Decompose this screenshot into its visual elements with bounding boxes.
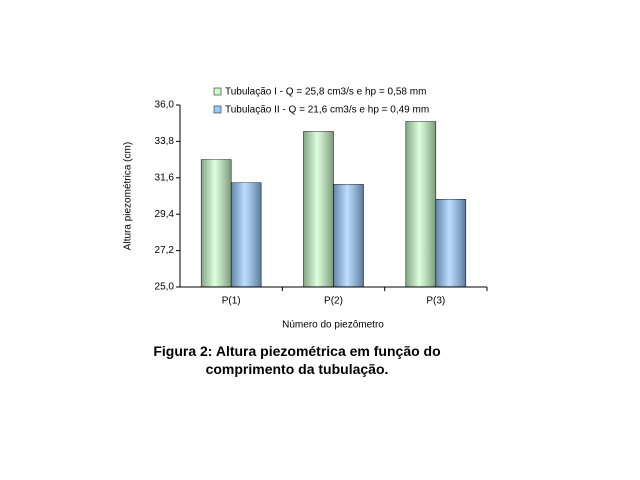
bar-shade xyxy=(303,131,334,287)
x-tick-label: P(1) xyxy=(222,296,241,307)
y-axis-label: Altura piezométrica (cm) xyxy=(123,142,134,250)
y-tick-label: 31,6 xyxy=(155,172,175,183)
legend-swatch xyxy=(213,105,222,114)
y-tick-label: 25,0 xyxy=(155,282,175,293)
y-tick-label: 27,2 xyxy=(155,245,175,256)
bar-shade xyxy=(435,199,466,287)
legend-label: Tubulação I - Q = 25,8 cm3/s e hp = 0,58… xyxy=(225,87,426,98)
x-axis-label: Número do piezômetro xyxy=(282,320,384,331)
bar-shade xyxy=(333,184,364,287)
y-tick-label: 33,8 xyxy=(155,136,175,147)
bar-shade xyxy=(201,159,232,287)
y-tick-label: 29,4 xyxy=(155,209,175,220)
caption: Figura 2: Altura piezométrica em função … xyxy=(153,343,441,377)
bar-shade xyxy=(231,182,262,287)
x-tick-label: P(2) xyxy=(324,296,343,307)
y-tick-label: 36,0 xyxy=(155,100,175,111)
legend-label: Tubulação II - Q = 21,6 cm3/s e hp = 0,4… xyxy=(225,105,429,116)
bar-shade xyxy=(405,121,436,287)
x-tick-label: P(3) xyxy=(426,296,445,307)
legend-swatch xyxy=(213,87,222,96)
